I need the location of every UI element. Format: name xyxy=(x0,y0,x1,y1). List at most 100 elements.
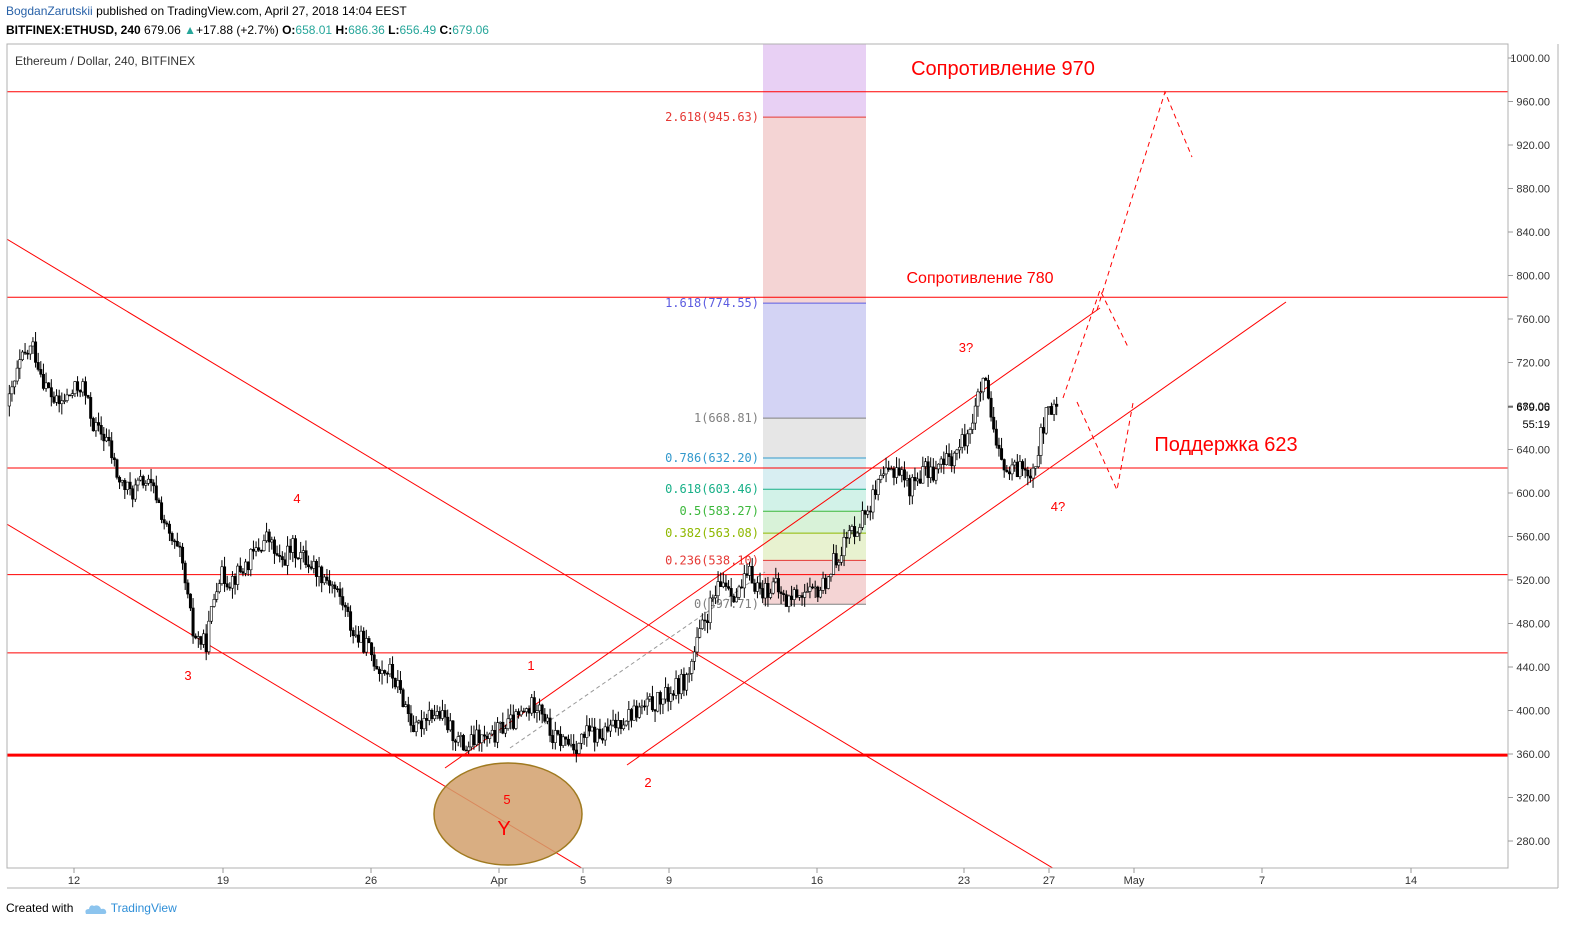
candle xyxy=(370,642,374,662)
candle-body xyxy=(876,479,880,495)
candle xyxy=(86,394,90,399)
candle xyxy=(286,536,290,575)
candle-body xyxy=(703,619,707,622)
candle xyxy=(1055,396,1059,416)
candle-body xyxy=(133,484,137,500)
countdown-label: 55:19 xyxy=(1522,419,1550,431)
candle-body xyxy=(488,733,492,739)
candle-body xyxy=(582,733,586,738)
candle-body xyxy=(422,718,426,730)
candle-body xyxy=(653,709,657,712)
candle-body xyxy=(267,531,271,543)
candle xyxy=(648,693,652,703)
candle-body xyxy=(333,584,337,590)
candle-body xyxy=(186,582,190,595)
candle-body xyxy=(976,391,980,407)
candle xyxy=(727,580,731,591)
time-axis[interactable]: 12 19 26 Apr 5 9 16 23 27 May 7 14 xyxy=(68,868,1417,887)
fibonacci-extension: 2.618(945.63) 1.618(774.55) 1(668.81) 0.786… xyxy=(665,44,866,611)
candle-body xyxy=(330,584,334,587)
candle-body xyxy=(776,578,780,593)
candle xyxy=(388,658,392,678)
candle xyxy=(330,581,334,594)
candle xyxy=(333,581,337,598)
candle-body xyxy=(41,373,45,389)
candle xyxy=(1002,458,1006,478)
candle-body xyxy=(1044,407,1048,434)
candle xyxy=(49,379,53,407)
candle xyxy=(939,456,943,473)
candle xyxy=(874,480,878,500)
candle xyxy=(199,635,203,650)
candle-body xyxy=(275,553,279,556)
candle xyxy=(246,561,250,577)
wave-4q-label: 4? xyxy=(1051,499,1065,514)
candle xyxy=(496,717,500,749)
candle-body xyxy=(225,583,229,588)
candle-body xyxy=(99,425,103,435)
price-tick-label: 960.00 xyxy=(1516,97,1550,109)
wave-5-label: 5 xyxy=(503,792,510,807)
fib-level-label: 1(668.81) xyxy=(694,411,759,425)
candle xyxy=(522,707,526,713)
candle xyxy=(207,610,211,655)
candle xyxy=(383,669,387,676)
candle xyxy=(740,579,744,589)
candle xyxy=(144,480,148,491)
candle-body xyxy=(910,477,914,497)
candle-body xyxy=(97,422,101,426)
tradingview-cloud-icon xyxy=(85,905,106,914)
candle-body xyxy=(779,591,783,594)
candle xyxy=(876,478,880,501)
candle xyxy=(595,728,599,747)
candle-body xyxy=(1005,469,1009,473)
candle xyxy=(202,629,206,648)
candle xyxy=(125,481,129,495)
candle xyxy=(900,466,904,483)
candle xyxy=(989,391,993,422)
publish-info: BogdanZarutskii published on TradingView… xyxy=(6,4,407,18)
candle xyxy=(267,528,271,553)
candle xyxy=(157,497,161,504)
candle xyxy=(931,458,935,483)
candle-body xyxy=(792,589,796,600)
candle-body xyxy=(839,555,843,563)
candle-body xyxy=(47,382,51,388)
candle xyxy=(711,594,715,602)
candle-body xyxy=(503,728,507,734)
price-axis[interactable]: 1000.00 960.00 920.00 880.00 840.00 800.00 760… xyxy=(1508,53,1550,848)
candle xyxy=(842,529,846,567)
candle xyxy=(288,538,292,560)
author-link[interactable]: BogdanZarutskii xyxy=(6,4,93,18)
candle-body xyxy=(569,743,573,746)
candle xyxy=(76,376,80,397)
candle-body xyxy=(527,708,531,714)
candle xyxy=(934,460,938,485)
candle xyxy=(380,660,384,685)
candle-body xyxy=(139,476,143,481)
candle-body xyxy=(979,391,983,394)
candle xyxy=(950,450,954,473)
candle-body xyxy=(270,539,274,543)
candle-body xyxy=(433,715,437,720)
candle xyxy=(963,423,967,451)
candle-body xyxy=(341,596,345,606)
candle-body xyxy=(774,578,778,583)
candle-body xyxy=(188,593,192,609)
candle-body xyxy=(204,633,208,653)
change-arrow-icon: ▲ xyxy=(184,23,196,37)
candle-body xyxy=(506,718,510,729)
candle xyxy=(566,734,570,747)
candle-body xyxy=(125,481,129,490)
candle-body xyxy=(784,594,788,607)
candle-body xyxy=(509,714,513,720)
candle xyxy=(118,475,122,490)
candle xyxy=(81,378,85,397)
candle xyxy=(173,538,177,549)
candle xyxy=(629,707,633,728)
candle xyxy=(905,471,909,487)
tradingview-link[interactable]: TradingView xyxy=(110,901,177,915)
candle xyxy=(771,577,775,595)
candle-body xyxy=(385,672,389,675)
